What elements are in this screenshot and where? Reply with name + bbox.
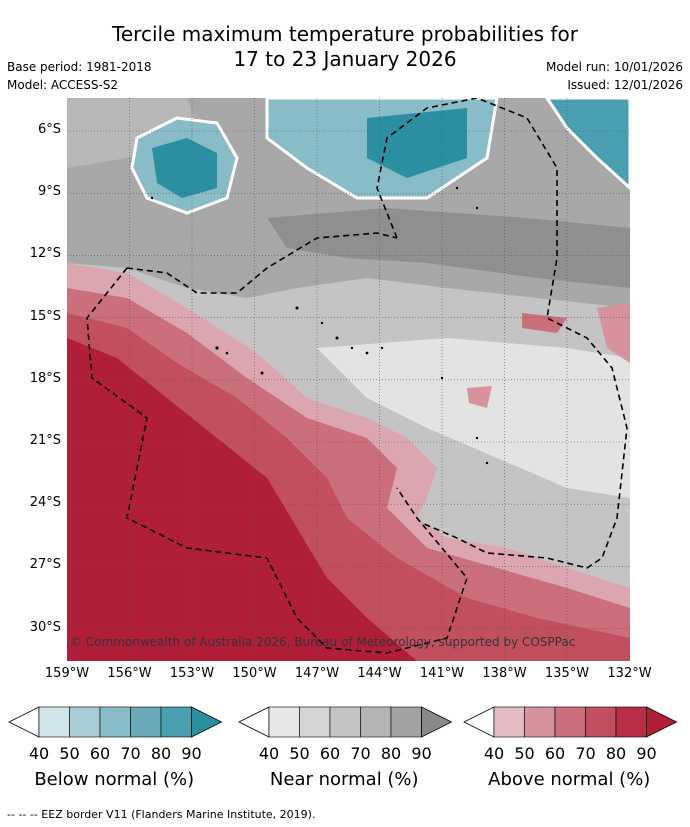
legend-swatch	[554, 706, 586, 738]
latitude-label: 12°S	[29, 246, 61, 262]
legend-tick-label: 50	[289, 744, 310, 763]
legend-tick-label: 70	[575, 744, 596, 763]
longitude-label: 135°W	[544, 666, 590, 681]
legend-swatch	[160, 706, 192, 738]
latitude-label: 21°S	[29, 433, 61, 448]
legend-swatch	[99, 706, 131, 738]
latitude-label: 9°S	[37, 184, 61, 200]
legend-tick-label: 60	[544, 744, 566, 763]
legend-swatch	[524, 706, 556, 738]
copyright-text: © Commonwealth of Australia 2026, Bureau…	[70, 635, 575, 649]
legend-swatch	[268, 706, 300, 738]
legend-title: Below normal (%)	[34, 769, 195, 790]
legend-swatch	[38, 706, 70, 738]
legend-tick-label: 60	[319, 744, 341, 763]
legend-tick-label: 80	[605, 744, 627, 763]
legend-swatch	[390, 706, 422, 738]
above-normal-patch-far-east	[597, 303, 630, 363]
latitude-label: 30°S	[29, 619, 61, 635]
legend-swatch	[329, 706, 361, 738]
eez-border-east	[376, 98, 628, 569]
legend-min-arrow	[238, 706, 270, 738]
longitude-label: 144°W	[357, 666, 402, 681]
legend-max-arrow	[421, 706, 453, 738]
legend-tick-label: 80	[380, 744, 402, 763]
legend-min-arrow	[8, 706, 40, 738]
legend-max-arrow	[191, 706, 223, 738]
legend-min-arrow	[463, 706, 495, 738]
legend-swatch	[615, 706, 647, 738]
legend-tick-label: 90	[411, 744, 432, 763]
meta-left: Base period: 1981-2018 Model: ACCESS-S2	[7, 58, 152, 94]
longitude-label: 141°W	[419, 666, 465, 681]
near-normal-70-zone	[267, 208, 630, 288]
near-normal-nw-zone	[67, 98, 197, 168]
latitude-label: 24°S	[29, 495, 61, 511]
latitude-label: 27°S	[29, 557, 61, 573]
eez-note: -- -- -- EEZ border V11 (Flanders Marine…	[7, 808, 316, 821]
legend-tick-label: 40	[258, 744, 280, 763]
legend-tick-label: 70	[120, 744, 141, 763]
legend-1: 40 50 60 70 80 90 Near normal (%)	[238, 706, 453, 790]
legend-swatch	[493, 706, 525, 738]
latitude-label: 18°S	[29, 370, 61, 386]
map-grid	[67, 98, 630, 661]
legend-0: 40 50 60 70 80 90 Below normal (%)	[8, 706, 223, 790]
longitude-label: 150°W	[232, 666, 277, 681]
legend-tick-label: 50	[59, 744, 80, 763]
model-text: Model: ACCESS-S2	[7, 78, 119, 92]
legend-max-arrow	[646, 706, 678, 738]
legend-title: Near normal (%)	[269, 769, 419, 790]
legend-tick-label: 40	[483, 744, 505, 763]
legend-swatch	[69, 706, 101, 738]
longitude-label: 153°W	[169, 666, 215, 681]
legend-tick-label: 50	[514, 744, 535, 763]
latitude-label: 6°S	[37, 122, 61, 137]
legend-2: 40 50 60 70 80 90 Above normal (%)	[463, 706, 678, 790]
title-line-1: Tercile maximum temperature probabilitie…	[112, 22, 578, 46]
legend-swatch	[299, 706, 331, 738]
legend-colorbar	[8, 706, 223, 738]
legend-tick-label: 90	[181, 744, 202, 763]
base-period-text: Base period: 1981-2018	[7, 60, 152, 74]
longitude-label: 159°W	[44, 666, 90, 681]
legend-swatch	[360, 706, 392, 738]
above-normal-patch-central	[467, 386, 492, 408]
probability-map: © Commonwealth of Australia 2026, Bureau…	[67, 98, 630, 661]
legend-swatch	[585, 706, 617, 738]
legend-colorbar	[463, 706, 678, 738]
latitude-label: 15°S	[29, 308, 61, 324]
longitude-label: 147°W	[294, 666, 340, 681]
islands	[150, 186, 489, 465]
map-title: Tercile maximum temperature probabilitie…	[0, 22, 690, 72]
legend-tick-label: 60	[89, 744, 111, 763]
legend-tick-label: 70	[350, 744, 371, 763]
title-line-2: 17 to 23 January 2026	[233, 47, 457, 71]
longitude-label: 156°W	[107, 666, 152, 681]
legend-tick-label: 80	[150, 744, 172, 763]
meta-right: Model run: 10/01/2026 Issued: 12/01/2026	[546, 58, 683, 94]
legend-colorbar	[238, 706, 453, 738]
legend-title: Above normal (%)	[488, 769, 651, 790]
longitude-label: 138°W	[482, 666, 527, 681]
above-normal-patch-east	[522, 313, 567, 333]
eez-border-northwest	[126, 232, 398, 294]
issued-text: Issued: 12/01/2026	[567, 78, 683, 92]
legend-tick-label: 40	[28, 744, 50, 763]
eez-border-southwest	[86, 267, 468, 654]
below-normal-ne-zone	[545, 98, 630, 191]
below-normal-west-core	[152, 138, 217, 198]
model-run-text: Model run: 10/01/2026	[545, 60, 683, 74]
legend-swatch	[130, 706, 162, 738]
above-normal-80-zone	[67, 338, 417, 661]
near-normal-40-zone	[317, 338, 630, 498]
longitude-label: 132°W	[607, 666, 652, 681]
legend-tick-label: 90	[636, 744, 657, 763]
